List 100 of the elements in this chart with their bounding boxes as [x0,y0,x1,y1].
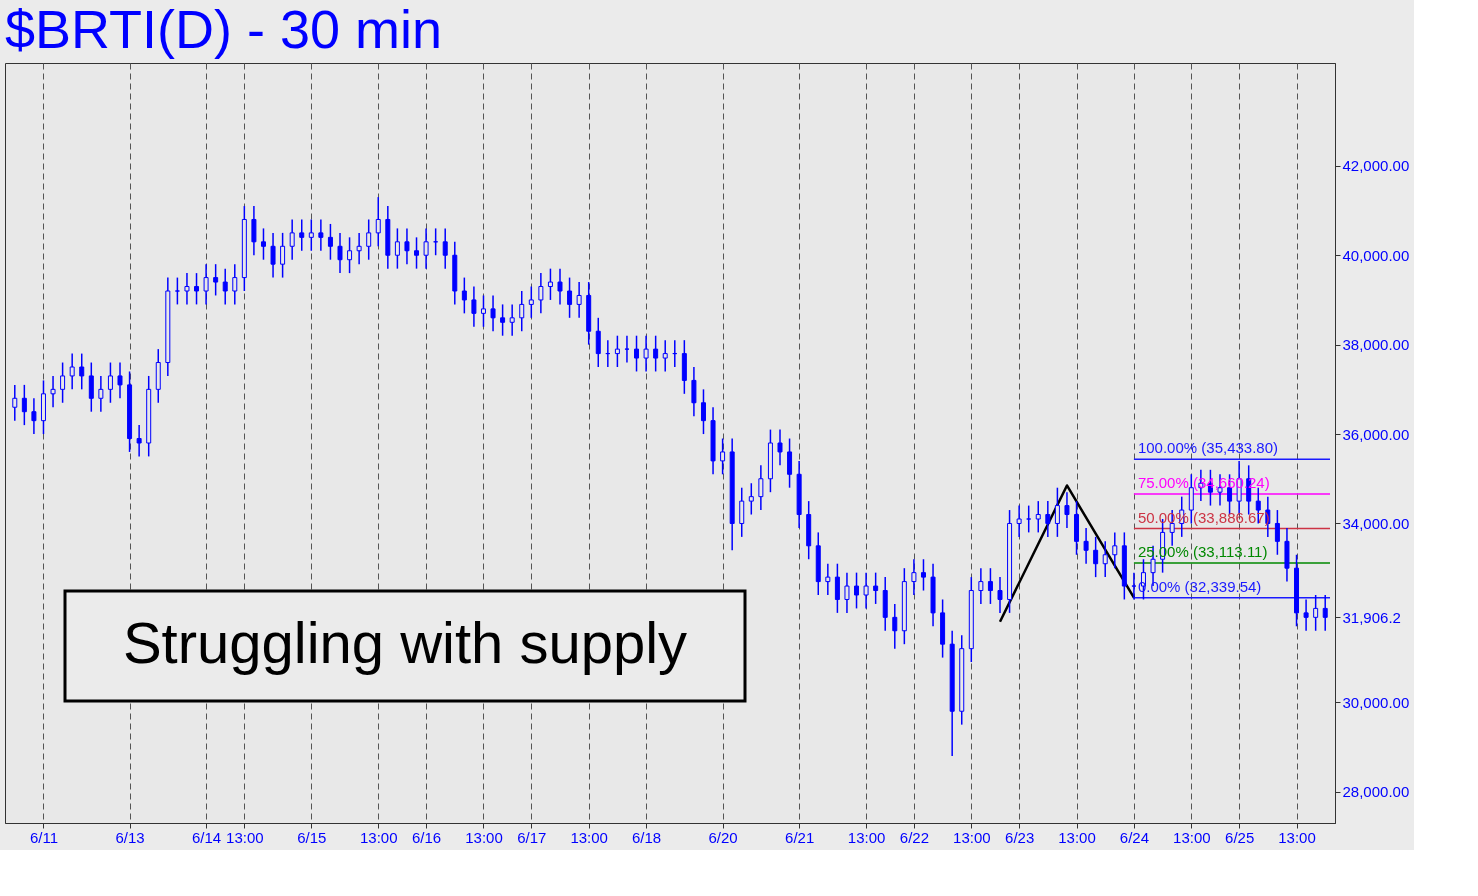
y-tick-label: 38,000.00 [1342,336,1410,354]
candlestick [1064,491,1070,529]
x-tick-label: 6/20 [708,828,738,846]
x-tick-label: 13:00 [953,828,991,846]
x-tick-label: 6/25 [1225,828,1255,846]
candlestick [260,227,266,261]
candlestick [69,352,75,391]
candlestick [490,294,496,332]
candlestick [748,482,754,516]
candlestick [634,334,640,373]
candlestick [787,437,793,489]
candlestick [700,388,706,435]
candlestick [1102,540,1108,578]
candlestick [1112,531,1118,569]
candlestick [50,375,56,408]
candlestick [1026,504,1032,534]
annotation: Struggling with supply [122,610,688,675]
candlestick [404,227,410,265]
x-tick-label: 6/23 [1005,828,1035,846]
x-tick-label: 13:00 [1278,828,1316,846]
candlestick [509,303,515,337]
candlestick [107,361,113,404]
candlestick [356,232,362,265]
candlestick [375,196,381,248]
x-tick-label: 13:00 [1058,828,1096,846]
candlestick [174,276,180,306]
candlestick [136,424,142,458]
candlestick [863,571,869,610]
candlestick [624,334,630,364]
candlestick [79,352,85,391]
y-tick-label: 30,000.00 [1342,693,1410,711]
candlestick [825,562,831,596]
candlestick [308,218,314,252]
candlestick [289,218,295,261]
candlestick [98,375,104,413]
candlestick [222,267,228,306]
candlestick [720,437,726,476]
candlestick [117,361,123,400]
x-tick-label: 13:00 [1173,828,1211,846]
candlestick [337,232,343,274]
candlestick [1035,500,1041,534]
candlestick [251,205,257,256]
candlestick [691,366,697,417]
candlestick [60,361,66,404]
candlestick [614,334,620,368]
candlestick [662,339,668,373]
x-tick-label: 13:00 [847,828,886,846]
y-tick-label: 34,000.00 [1342,514,1410,532]
candlestick [557,267,563,306]
candlestick [232,263,238,306]
candlestick [528,285,534,319]
candlestick [203,263,209,306]
candlestick [538,272,544,315]
candlestick [280,232,286,279]
x-tick-label: 13:00 [226,828,264,846]
candlestick [318,218,324,252]
candlestick [643,334,649,373]
candlestick [1131,571,1137,601]
y-tick-label: 28,000.00 [1342,783,1410,801]
ref-line-label: 100.00% (35,433.80) [1137,439,1279,457]
candlestick [892,603,898,650]
candlestick [1322,594,1328,632]
chart-title: $BRTI(D) - 30 min [5,0,443,59]
x-tick-label: 6/22 [899,828,930,846]
candlestick [1313,594,1319,632]
x-tick-label: 13:00 [570,828,608,846]
candlestick [471,285,477,328]
candlestick [500,303,506,337]
candlestick [347,236,353,274]
candlestick [1274,509,1280,556]
y-tick-label: 40,000.00 [1342,246,1410,264]
candlestick [567,276,573,319]
candlestick [21,384,27,426]
candlestick [88,361,94,413]
candlestick [920,558,926,592]
candlestick [595,317,601,368]
candlestick [213,263,219,297]
y-tick-label: 36,000.00 [1342,425,1410,443]
x-tick-label: 6/11 [29,828,59,846]
candlestick [270,232,276,279]
candlestick [12,384,18,422]
x-tick-label: 13:00 [465,828,503,846]
x-tick-label: 13:00 [359,828,398,846]
x-tick-label: 6/15 [297,828,327,846]
candlestick [194,272,200,306]
candlestick [1083,527,1089,565]
candlestick [987,567,993,605]
x-tick-label: 6/24 [1119,828,1150,846]
candlestick [414,236,420,270]
candlestick [978,567,984,605]
candlestick [1016,504,1022,538]
candlestick [1303,598,1309,632]
y-tick-label: 42,000.00 [1342,157,1410,175]
x-tick-label: 6/14 [191,828,222,846]
candlestick [1045,500,1051,538]
candlestick [480,294,486,328]
candlestick [519,290,525,332]
x-tick-label: 6/21 [785,828,815,846]
x-tick-label: 6/13 [115,828,145,846]
candlestick [576,281,582,319]
